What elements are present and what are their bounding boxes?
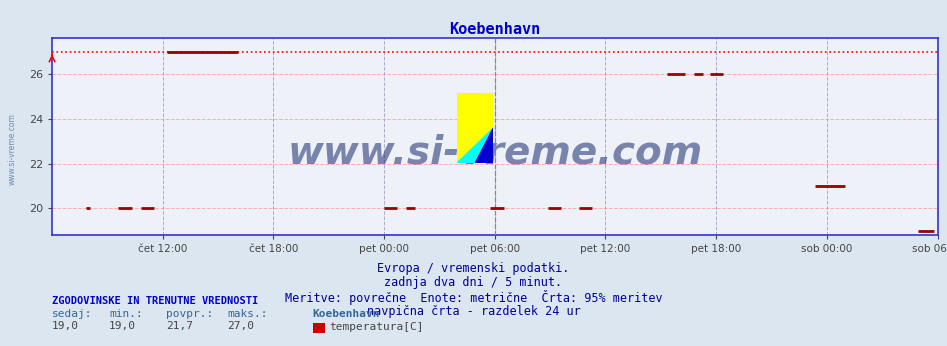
Text: povpr.:: povpr.: — [166, 309, 213, 319]
Text: 19,0: 19,0 — [52, 321, 80, 331]
Text: Koebenhavn: Koebenhavn — [313, 309, 380, 319]
Text: Meritve: povrečne  Enote: metrične  Črta: 95% meritev: Meritve: povrečne Enote: metrične Črta: … — [285, 290, 662, 305]
Text: 21,7: 21,7 — [166, 321, 193, 331]
Text: sedaj:: sedaj: — [52, 309, 93, 319]
Text: temperatura[C]: temperatura[C] — [330, 322, 424, 332]
Text: Evropa / vremenski podatki.: Evropa / vremenski podatki. — [377, 262, 570, 275]
Title: Koebenhavn: Koebenhavn — [449, 22, 541, 37]
Text: ZGODOVINSKE IN TRENUTNE VREDNOSTI: ZGODOVINSKE IN TRENUTNE VREDNOSTI — [52, 296, 259, 306]
Text: zadnja dva dni / 5 minut.: zadnja dva dni / 5 minut. — [384, 276, 563, 289]
Text: navpična črta - razdelek 24 ur: navpična črta - razdelek 24 ur — [366, 305, 581, 318]
Polygon shape — [457, 128, 493, 163]
Text: 19,0: 19,0 — [109, 321, 136, 331]
Polygon shape — [475, 128, 493, 163]
Text: 27,0: 27,0 — [227, 321, 255, 331]
Text: www.si-vreme.com: www.si-vreme.com — [287, 134, 703, 172]
Text: www.si-vreme.com: www.si-vreme.com — [8, 113, 17, 185]
Text: maks.:: maks.: — [227, 309, 268, 319]
Text: min.:: min.: — [109, 309, 143, 319]
Polygon shape — [457, 93, 493, 163]
